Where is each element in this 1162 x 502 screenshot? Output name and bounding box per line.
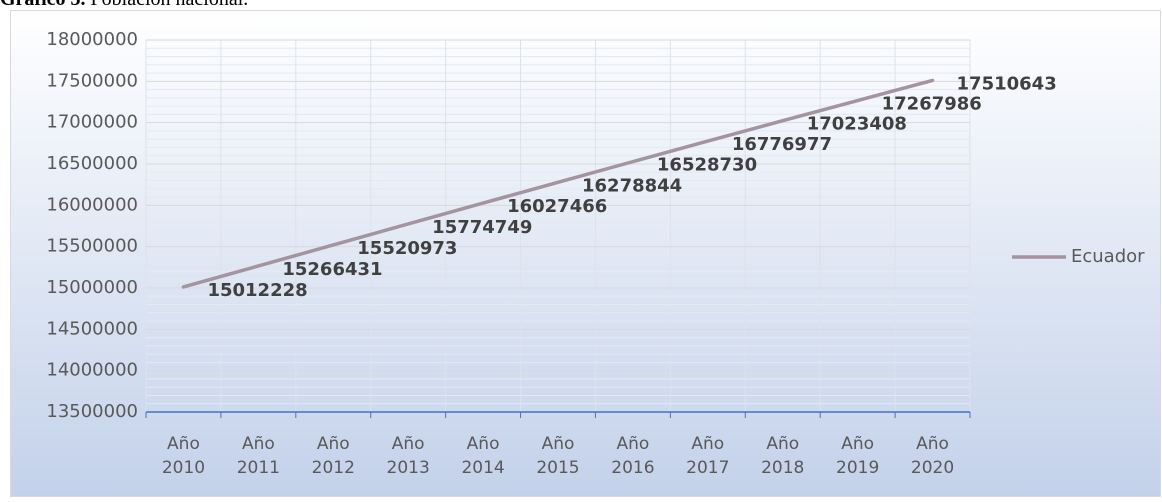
chart-title: Gráfico 3. Población nacional. bbox=[0, 0, 248, 10]
x-tick-label: Año 2010 bbox=[162, 434, 205, 478]
legend-label: Ecuador bbox=[1071, 246, 1145, 267]
x-tick-label: Año 2018 bbox=[761, 434, 804, 478]
y-tick-label: 18000000 bbox=[46, 29, 138, 50]
y-tick-label: 16500000 bbox=[46, 153, 138, 174]
data-label: 17267986 bbox=[882, 94, 982, 115]
x-tick-label: Año 2014 bbox=[461, 434, 504, 478]
data-label: 17510643 bbox=[957, 73, 1057, 94]
x-tick-label: Año 2012 bbox=[312, 434, 355, 478]
y-tick-label: 16000000 bbox=[46, 194, 138, 215]
y-tick-label: 14000000 bbox=[46, 360, 138, 381]
data-label: 16776977 bbox=[732, 134, 832, 155]
title-text: Población nacional. bbox=[91, 0, 249, 10]
title-label: Gráfico 3. bbox=[0, 0, 86, 10]
x-tick-label: Año 2020 bbox=[911, 434, 954, 478]
chart-area bbox=[10, 10, 1161, 497]
y-tick-label: 14500000 bbox=[46, 318, 138, 339]
y-tick-label: 15000000 bbox=[46, 277, 138, 298]
x-tick-label: Año 2015 bbox=[536, 434, 579, 478]
data-label: 15266431 bbox=[282, 259, 382, 280]
data-label: 16528730 bbox=[657, 155, 757, 176]
x-tick-label: Año 2013 bbox=[387, 434, 430, 478]
y-tick-label: 17000000 bbox=[46, 112, 138, 133]
data-label: 15774749 bbox=[432, 217, 532, 238]
y-tick-label: 17500000 bbox=[46, 70, 138, 91]
x-tick-label: Año 2016 bbox=[611, 434, 654, 478]
y-tick-label: 13500000 bbox=[46, 401, 138, 422]
x-tick-label: Año 2019 bbox=[836, 434, 879, 478]
data-label: 17023408 bbox=[807, 114, 907, 135]
series-line bbox=[181, 78, 935, 289]
data-label: 15520973 bbox=[357, 238, 457, 259]
x-tick-label: Año 2011 bbox=[237, 434, 280, 478]
y-tick-label: 15500000 bbox=[46, 236, 138, 257]
data-label: 15012228 bbox=[207, 280, 307, 301]
data-label: 16027466 bbox=[507, 196, 607, 217]
x-tick-label: Año 2017 bbox=[686, 434, 729, 478]
data-label: 16278844 bbox=[582, 175, 682, 196]
